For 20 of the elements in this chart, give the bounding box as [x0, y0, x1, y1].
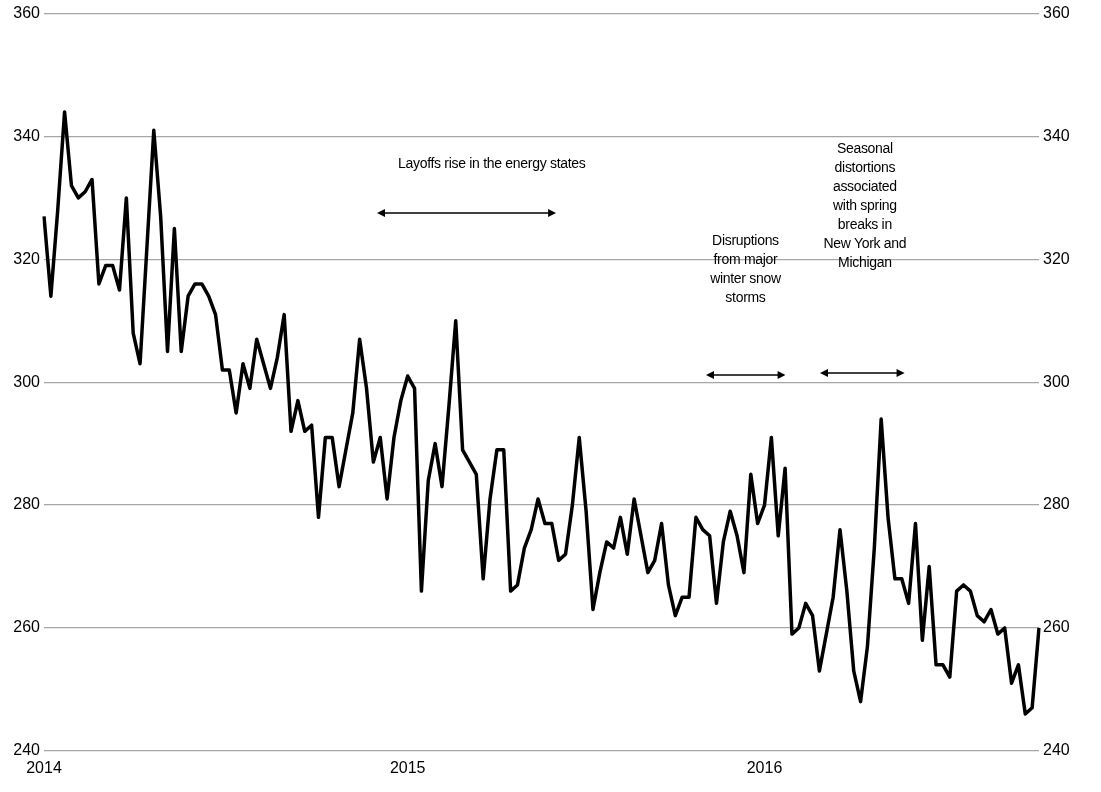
y-tick-label: 280: [13, 495, 41, 513]
x-tick-label: 2016: [746, 758, 783, 776]
y-tick-label: 260: [13, 618, 41, 636]
annotation: Layoffs rise in the energy states: [397, 153, 587, 173]
y2-tick-label: 340: [1043, 126, 1070, 144]
y2-tick-label: 360: [1043, 4, 1070, 22]
y-tick-label: 320: [13, 249, 41, 267]
y2-tick-label: 320: [1043, 249, 1070, 267]
y-tick-label: 240: [13, 741, 41, 759]
annotation: Seasonal distortions associated with spring breaks in New York and Michigan: [822, 138, 907, 272]
y2-tick-label: 300: [1043, 372, 1070, 390]
y-tick-label: 340: [13, 126, 41, 144]
y-tick-label: 300: [13, 372, 41, 390]
y-tick-label: 360: [13, 4, 41, 22]
x-tick-label: 2015: [389, 758, 426, 776]
annotation: Disruptions from major winter snow storms: [709, 231, 782, 308]
y2-tick-label: 280: [1043, 495, 1070, 513]
y2-tick-label: 240: [1043, 741, 1070, 759]
y2-tick-label: 260: [1043, 618, 1070, 636]
x-tick-label: 2014: [26, 758, 62, 776]
